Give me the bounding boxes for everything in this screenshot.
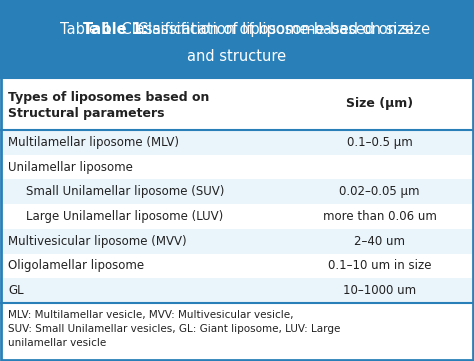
Text: 0.1–0.5 μm: 0.1–0.5 μm: [346, 136, 412, 149]
Text: 0.1–10 um in size: 0.1–10 um in size: [328, 260, 431, 273]
Text: Table 1:: Table 1:: [82, 22, 147, 37]
Bar: [0, 130, 474, 155]
Text: Table 1: Classification of liposome-based on size: Table 1: Classification of liposome-base…: [60, 22, 414, 37]
Text: more than 0.06 um: more than 0.06 um: [323, 210, 437, 223]
Text: Multivesicular liposome (MVV): Multivesicular liposome (MVV): [8, 235, 187, 248]
Text: Classification of liposome-based on size: Classification of liposome-based on size: [133, 22, 430, 37]
Text: Structural parameters: Structural parameters: [8, 106, 164, 119]
Text: SUV: Small Unilamellar vesicles, GL: Giant liposome, LUV: Large: SUV: Small Unilamellar vesicles, GL: Gia…: [8, 324, 340, 334]
Text: MLV: Multilamellar vesicle, MVV: Multivesicular vesicle,: MLV: Multilamellar vesicle, MVV: Multive…: [8, 310, 293, 320]
Text: and structure: and structure: [187, 49, 287, 64]
Bar: [0, 303, 474, 361]
Bar: [0, 18, 474, 42]
Text: Size (μm): Size (μm): [346, 97, 413, 110]
Text: 10–1000 um: 10–1000 um: [343, 284, 416, 297]
Text: Oligolamellar liposome: Oligolamellar liposome: [8, 260, 144, 273]
Text: 2–40 um: 2–40 um: [354, 235, 405, 248]
Text: GL: GL: [8, 284, 24, 297]
Bar: [0, 155, 474, 179]
Text: Multilamellar liposome (MLV): Multilamellar liposome (MLV): [8, 136, 179, 149]
Text: Types of liposomes based on: Types of liposomes based on: [8, 91, 210, 104]
Text: unilamellar vesicle: unilamellar vesicle: [8, 338, 106, 348]
Bar: [0, 253, 474, 278]
Text: 0.02–0.05 μm: 0.02–0.05 μm: [339, 185, 420, 198]
Bar: [0, 78, 474, 130]
Bar: [0, 229, 474, 253]
Text: Unilamellar liposome: Unilamellar liposome: [8, 161, 133, 174]
Bar: [0, 204, 474, 229]
Text: Large Unilamellar liposome (LUV): Large Unilamellar liposome (LUV): [26, 210, 223, 223]
Bar: [0, 179, 474, 204]
Bar: [0, 0, 474, 78]
Text: Small Unilamellar liposome (SUV): Small Unilamellar liposome (SUV): [26, 185, 224, 198]
Bar: [0, 278, 474, 303]
